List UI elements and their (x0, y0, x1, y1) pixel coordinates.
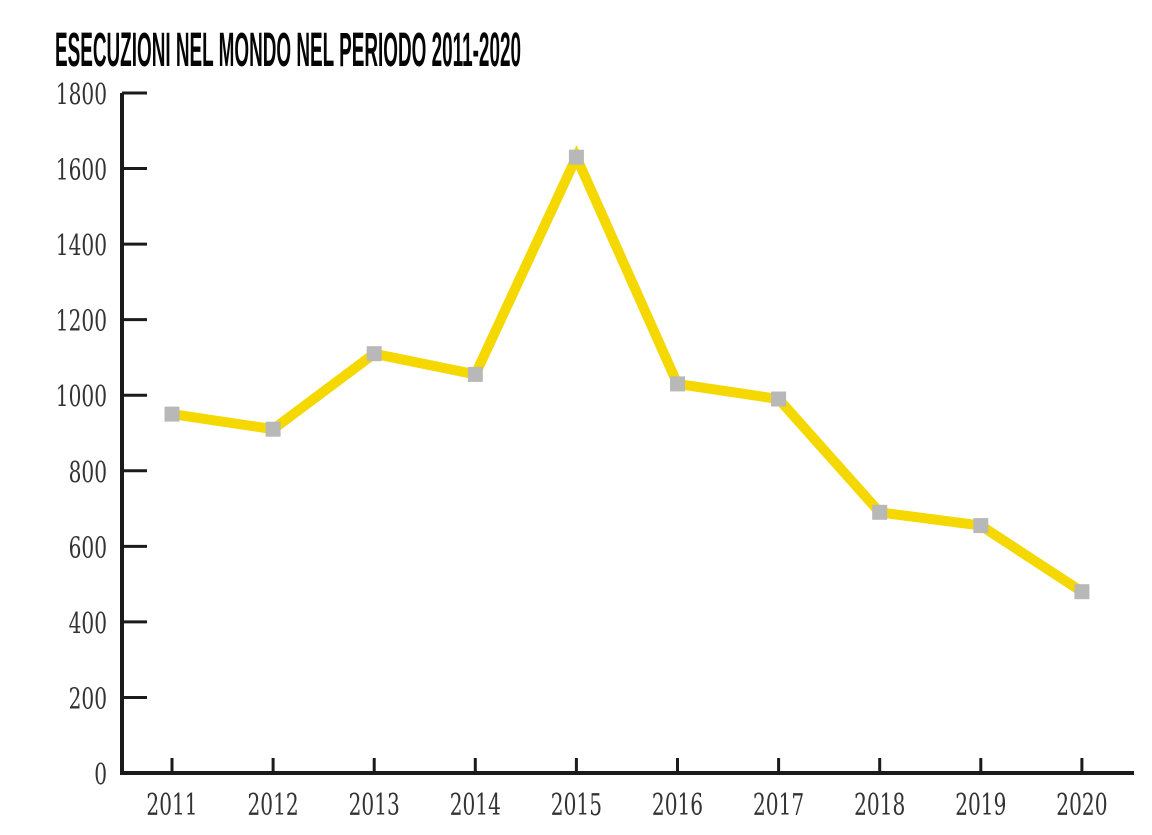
x-tick-label: 2018 (854, 788, 905, 823)
x-tick-label: 2012 (248, 788, 299, 823)
x-tick-label: 2017 (753, 788, 804, 823)
x-tick-label: 2011 (146, 788, 197, 823)
data-point-2017 (771, 391, 787, 407)
y-tick-label: 0 (94, 757, 107, 791)
y-tick-label: 800 (69, 455, 107, 489)
x-tick-label: 2013 (349, 788, 400, 823)
x-tick-label: 2015 (551, 788, 602, 823)
y-tick-label: 600 (69, 530, 107, 564)
data-point-2020 (1074, 584, 1090, 600)
data-point-2019 (973, 518, 989, 534)
tick-labels: 0 200 400 600 800 1000 1200 1400 1600 1800 2011 201… (56, 77, 1108, 823)
x-tick-label: 2019 (955, 788, 1006, 823)
y-tick-label: 200 (69, 681, 107, 715)
chart-title: ESECUZIONI NEL MONDO NEL PERIODO 2011-20… (55, 24, 521, 77)
y-tick-label: 1800 (56, 77, 107, 111)
y-tick-label: 1600 (56, 153, 107, 187)
y-tick-label: 400 (69, 606, 107, 640)
data-point-2013 (366, 346, 382, 362)
y-tick-label: 1000 (56, 379, 107, 413)
data-point-2011 (164, 406, 180, 422)
data-point-2015 (568, 149, 584, 165)
y-tick-label: 1400 (56, 228, 107, 262)
x-tick-label: 2020 (1056, 788, 1107, 823)
data-point-2014 (467, 366, 483, 382)
data-point-2016 (670, 376, 685, 392)
series-line (171, 145, 1085, 596)
x-tick-label: 2014 (450, 788, 501, 823)
data-point-2018 (872, 504, 888, 520)
y-tick-label: 1200 (56, 304, 107, 338)
axes (120, 91, 1134, 775)
data-series (164, 145, 1090, 600)
data-point-2012 (265, 421, 281, 437)
x-tick-label: 2016 (652, 788, 703, 823)
